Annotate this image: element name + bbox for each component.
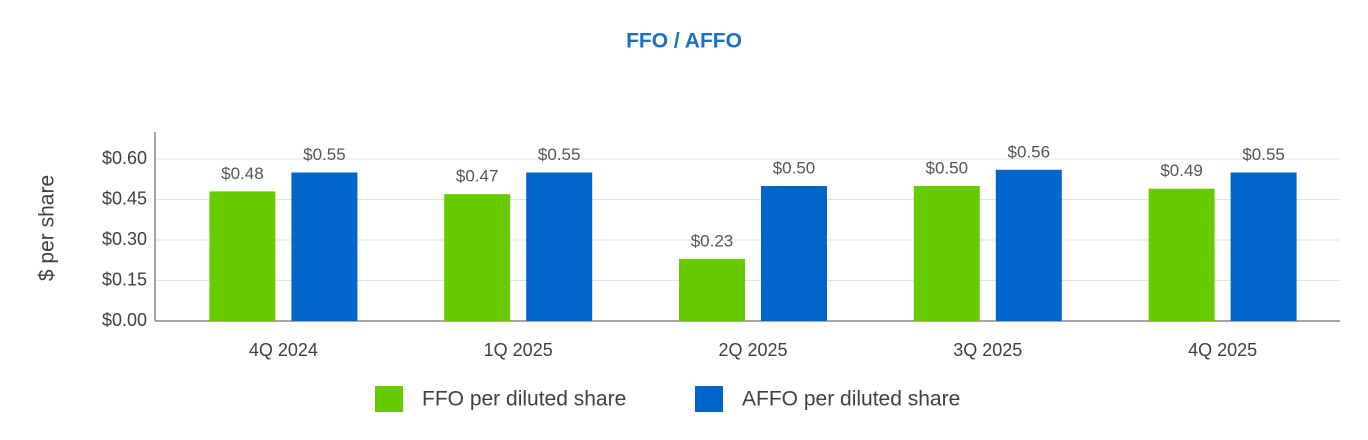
x-tick-label: 1Q 2025 [484,340,553,360]
bar [291,172,358,321]
legend-label: AFFO per diluted share [742,388,960,411]
y-tick-label: $0.45 [102,188,147,208]
legend-label: FFO per diluted share [422,388,626,411]
bar [1148,188,1215,321]
bar [995,169,1062,321]
y-axis-label: $ per share [36,175,59,281]
bar [526,172,593,321]
value-label: $0.56 [1008,142,1051,161]
legend-swatch [695,386,723,412]
bar [209,191,276,321]
value-label: $0.47 [456,167,499,186]
legend-swatch [375,386,403,412]
bar [444,194,511,321]
value-label: $0.55 [303,145,346,164]
y-tick-label: $0.15 [102,269,147,289]
y-tick-label: $0.00 [102,310,147,330]
bar [913,186,980,321]
bar [761,186,827,321]
x-tick-label: 4Q 2025 [1188,340,1257,360]
value-label: $0.55 [538,145,581,164]
x-tick-label: 3Q 2025 [953,340,1022,360]
y-tick-label: $0.30 [102,229,147,249]
value-label: $0.23 [691,231,734,250]
chart-title: FFO / AFFO [626,30,742,53]
value-label: $0.50 [926,158,969,177]
value-label: $0.55 [1242,145,1285,164]
value-label: $0.50 [773,158,816,177]
y-tick-label: $0.60 [102,148,147,168]
value-label: $0.49 [1160,161,1203,180]
x-tick-label: 4Q 2024 [249,340,318,360]
value-label: $0.48 [221,164,264,183]
bar [1230,172,1297,321]
bar [679,258,745,321]
x-tick-label: 2Q 2025 [718,340,787,360]
